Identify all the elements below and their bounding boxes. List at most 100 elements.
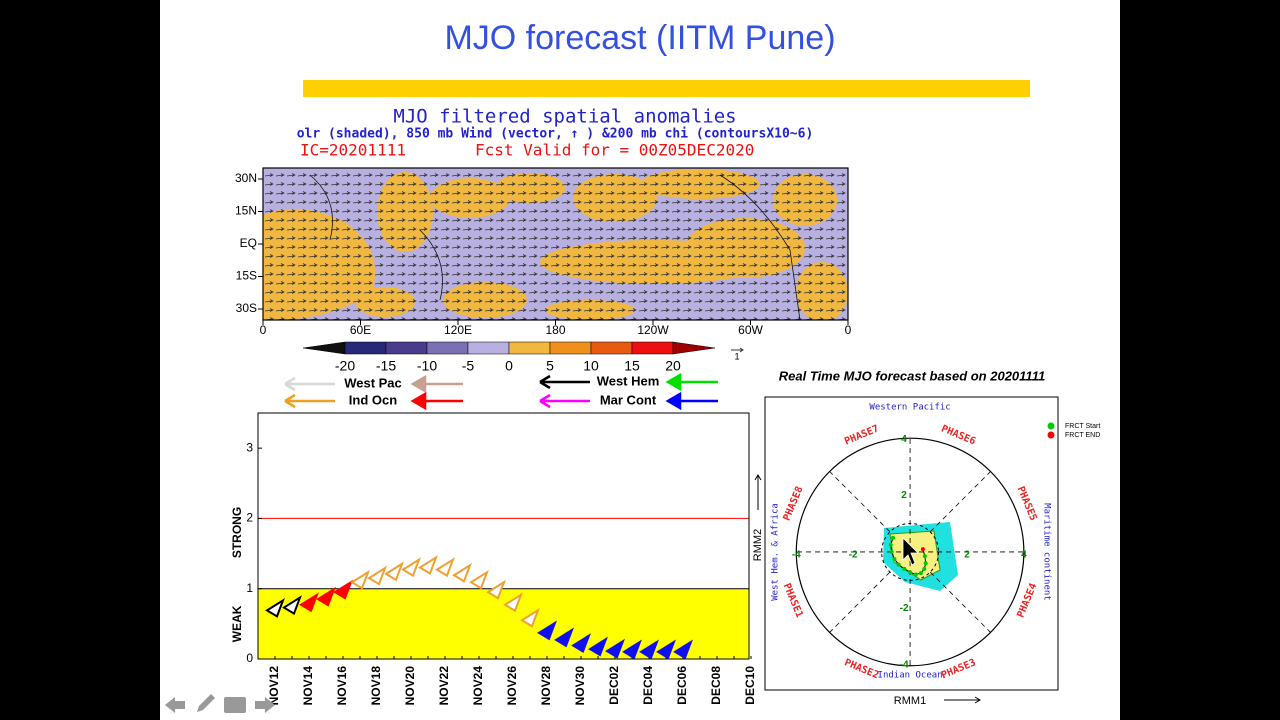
legend-arrow <box>410 374 463 394</box>
colorbar-swatch <box>344 341 387 355</box>
colorbar-tick-label: 5 <box>546 358 554 374</box>
forecast-point <box>923 561 928 566</box>
colorbar-tick-label: -10 <box>417 358 437 374</box>
lat-label: EQ <box>240 236 257 250</box>
y-tick-label: 2 <box>246 511 253 525</box>
prev-button[interactable] <box>165 697 185 713</box>
amplitude-marker <box>537 620 557 641</box>
x-tick-label: NOV28 <box>539 666 553 706</box>
amplitude-marker <box>418 555 438 575</box>
colorbar-tick-label: 15 <box>624 358 640 374</box>
colorbar-swatch <box>426 341 469 355</box>
next-button[interactable] <box>255 697 275 713</box>
weak-band <box>258 588 749 659</box>
amplitude-marker <box>486 579 506 600</box>
legend-dot <box>1047 422 1055 430</box>
legend-arrow <box>284 376 335 392</box>
amplitude-marker <box>384 561 404 582</box>
x-tick-label: NOV18 <box>369 666 383 706</box>
amplitude-marker <box>452 562 472 583</box>
x-tick-label: NOV16 <box>335 666 349 706</box>
amplitude-chart: 0 1 2 3 WEAK STRONG NOV12 NOV14 NOV16 NOV18 NOV20 N… <box>230 372 757 706</box>
vector-scale-arrow <box>731 347 744 353</box>
y-tick-label: 1 <box>246 581 253 595</box>
region-label: Indian Ocean <box>878 671 943 681</box>
map-field <box>263 168 848 320</box>
lon-label: 120W <box>637 323 669 337</box>
x-tick-label: NOV22 <box>437 666 451 706</box>
lon-label: 180 <box>545 323 565 337</box>
forecast-point <box>889 549 894 554</box>
lat-label: 30N <box>235 171 257 185</box>
lon-label: 0 <box>845 323 852 337</box>
amplitude-marker <box>333 579 353 600</box>
x-tick-label: NOV24 <box>471 666 485 706</box>
y-tick-label: -2 <box>900 603 909 614</box>
amplitude-marker <box>673 639 693 660</box>
amplitude-marker <box>605 638 625 659</box>
map-valid: Fcst Valid for = 00Z05DEC2020 <box>475 141 754 160</box>
colorbar-tick-label: 20 <box>665 358 681 374</box>
menu-button[interactable] <box>224 697 246 713</box>
x-tick-label: 2 <box>964 550 970 561</box>
amplitude-marker <box>503 592 523 613</box>
y-axis-arrow <box>754 474 762 510</box>
x-axis-label: RMM1 <box>894 695 926 707</box>
colorbar-tick-label: 0 <box>505 358 513 374</box>
x-tick-label: 4 <box>1021 550 1027 561</box>
lon-label: 0 <box>260 323 267 337</box>
pen-button[interactable] <box>197 694 215 712</box>
colorbar-swatch <box>467 341 510 355</box>
lon-label: 60W <box>738 323 763 337</box>
legend-label: Mar Cont <box>600 392 657 407</box>
title-bar <box>303 80 1030 97</box>
outer-circle <box>795 437 1025 667</box>
forecast-point <box>922 566 927 571</box>
forecast-point <box>918 571 923 576</box>
amplitude-marker <box>571 633 591 654</box>
map-ic: IC=20201111 <box>300 141 406 160</box>
legend-arrow <box>284 393 335 409</box>
legend-label: West Pac <box>344 375 402 390</box>
phase-overlay <box>902 537 919 566</box>
legend-dot <box>1047 431 1055 439</box>
colorbar-swatch <box>508 341 551 355</box>
lat-label: 30S <box>236 301 257 315</box>
colorbar-swatch <box>549 341 592 355</box>
plot-frame <box>257 412 750 660</box>
amplitude-marker <box>401 557 421 578</box>
legend-label: Ind Ocn <box>349 392 397 407</box>
amplitude-marker <box>265 597 285 618</box>
x-tick-label: DEC04 <box>641 666 655 705</box>
forecast-point <box>922 554 927 559</box>
legend-arrow <box>539 374 590 390</box>
x-tick-label: -2 <box>849 550 858 561</box>
forecast-point <box>896 562 901 567</box>
x-tick-label: -4 <box>792 550 801 561</box>
y-tick-label: 3 <box>246 440 253 454</box>
map-title: MJO filtered spatial anomalies <box>393 106 736 128</box>
legend-arrow <box>539 393 590 409</box>
forecast-point <box>920 547 925 552</box>
colorbar-swatch <box>385 341 428 355</box>
amplitude-marker <box>588 636 608 657</box>
legend-arrow <box>410 391 463 411</box>
amplitude-marker <box>350 569 370 590</box>
amplitude-marker <box>656 639 676 660</box>
amplitude-marker <box>435 557 455 578</box>
x-tick-label: DEC02 <box>607 666 621 705</box>
legend-label: FRCT Start <box>1065 423 1100 430</box>
y-tick-label: 2 <box>901 490 907 501</box>
forecast-point <box>902 566 907 571</box>
legend-label: FRCT END <box>1065 432 1100 439</box>
amplitude-marker <box>316 586 336 607</box>
x-tick-label: DEC08 <box>709 666 723 705</box>
x-axis-arrow <box>944 696 981 704</box>
forecast-point <box>892 556 897 561</box>
colorbar-swatch <box>672 341 716 355</box>
region-label: Maritime continent <box>1042 503 1052 601</box>
colorbar-swatch <box>590 341 633 355</box>
amplitude-marker <box>367 565 387 586</box>
x-tick-label: DEC06 <box>675 666 689 705</box>
